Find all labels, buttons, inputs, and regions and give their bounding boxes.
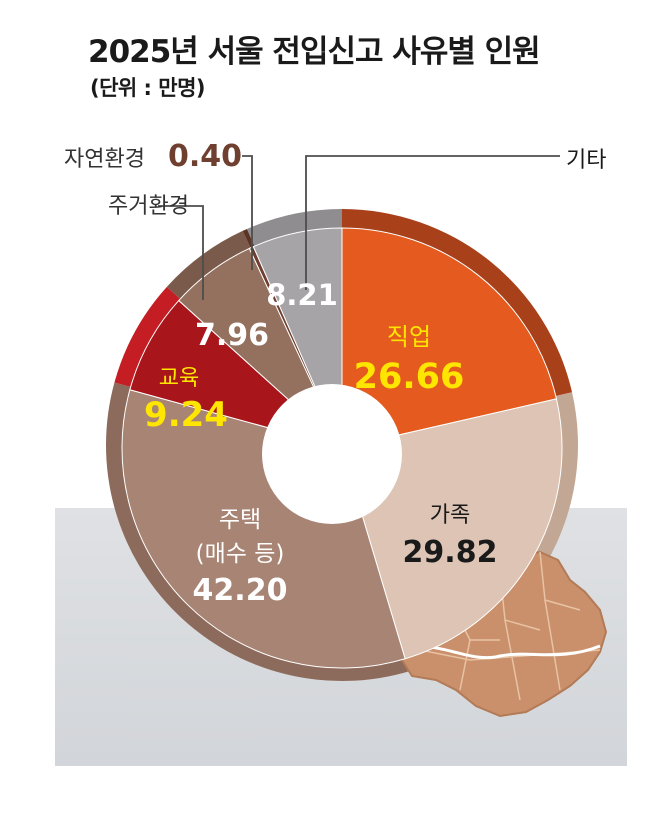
slice-value-2: 42.20 — [193, 573, 288, 608]
leader-line-0 — [305, 155, 560, 290]
slice-value-3: 9.24 — [144, 395, 228, 435]
donut-hole — [262, 384, 402, 524]
leader-line-1 — [242, 155, 253, 270]
slice-value-1: 29.82 — [403, 535, 498, 570]
unit-label: (단위 : 만명) — [90, 76, 206, 100]
slice-label-3: 교육 — [159, 366, 199, 391]
slice-label-1: 가족 — [430, 503, 470, 528]
slice-label-0: 직업 — [387, 323, 431, 351]
chart-title: 2025년 서울 전입신고 사유별 인원 — [88, 34, 541, 70]
slice-label-6: 기타 — [566, 148, 606, 173]
slice-0 — [341, 227, 558, 449]
slice-label-5: 자연환경 — [64, 147, 145, 172]
slice-value-4: 7.96 — [195, 318, 269, 353]
slice-value-6: 8.21 — [266, 278, 338, 312]
slice-value-0: 26.66 — [354, 357, 465, 397]
slice-label-4: 주거환경 — [108, 194, 189, 219]
leader-line-2 — [158, 205, 204, 300]
slice-sublabel-2: (매수 등) — [196, 541, 285, 567]
slice-value-5: 0.40 — [168, 139, 242, 174]
slice-label-2: 주택 — [219, 507, 261, 533]
